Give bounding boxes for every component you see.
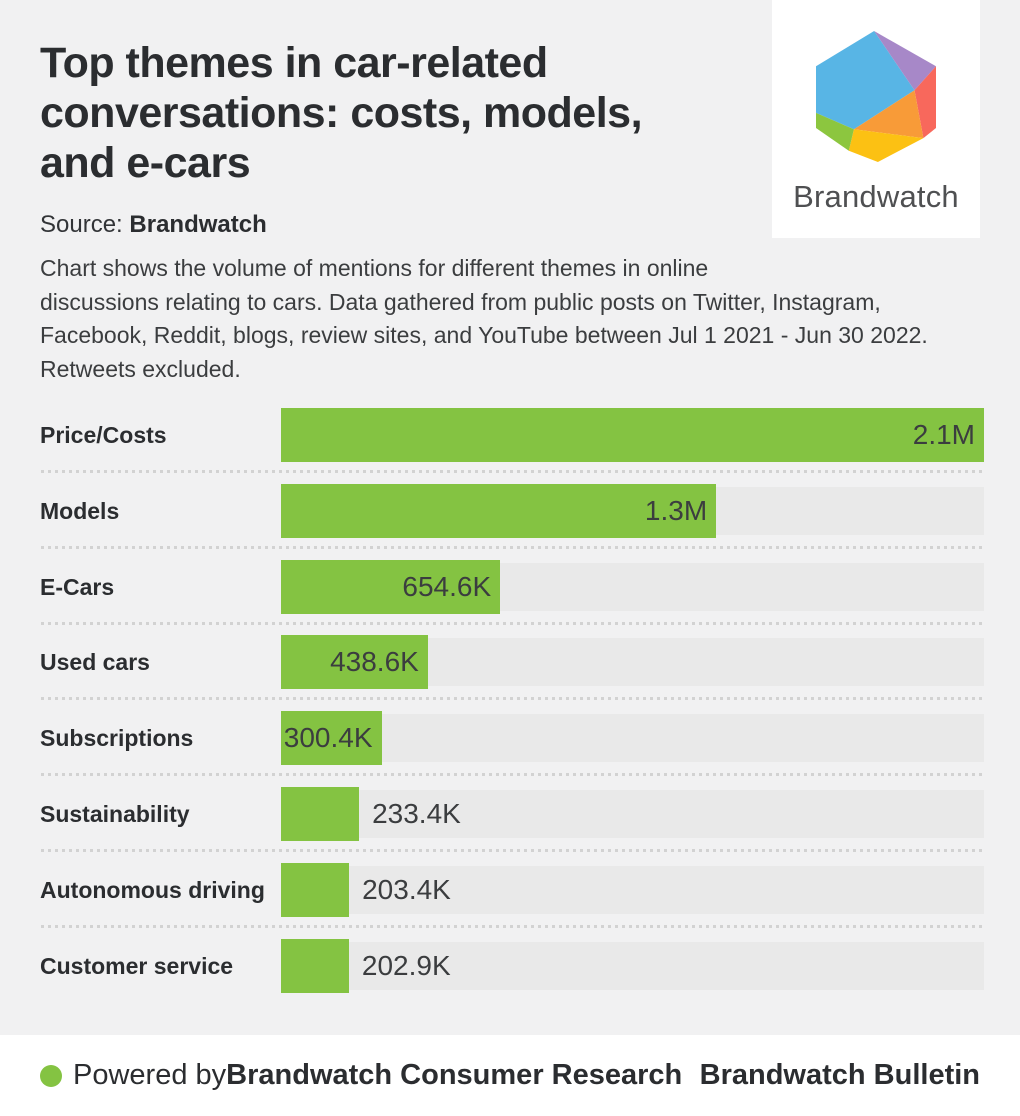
bar-value-label: 2.1M <box>912 419 975 450</box>
theme-row: Customer service 202.9K <box>40 938 984 1015</box>
footer-bar: Powered by Brandwatch Consumer Research … <box>0 1035 1020 1116</box>
bar-area: 2.1M <box>281 408 984 462</box>
bar-value-label: 300.4K <box>283 722 373 754</box>
bar-value-label: 203.4K <box>362 873 451 905</box>
theme-label: Subscriptions <box>40 725 194 752</box>
bulletin-label: Brandwatch Bulletin <box>699 1059 980 1091</box>
bar-track <box>281 714 984 763</box>
bar-area: 654.6K <box>281 559 984 614</box>
bar-track <box>281 941 984 990</box>
theme-row: Sustainability 233.4K <box>40 786 984 863</box>
bar: 2.1M <box>281 408 984 462</box>
theme-label: Sustainability <box>40 800 190 827</box>
bar: 300.4K <box>281 711 382 766</box>
theme-label: Used cars <box>40 649 150 676</box>
bar: 654.6K <box>281 559 501 614</box>
theme-row: E-Cars 654.6K <box>40 559 984 636</box>
bar-value-label: 654.6K <box>402 570 492 602</box>
powered-prefix: Powered by <box>73 1059 227 1091</box>
bar-track <box>281 865 984 914</box>
theme-row: Models 1.3M <box>40 483 984 560</box>
bar-area: 300.4K <box>281 711 984 766</box>
green-dot-icon <box>40 1064 62 1087</box>
theme-row: Autonomous driving 203.4K <box>40 862 984 939</box>
bar <box>281 786 360 841</box>
theme-label: Models <box>40 497 120 524</box>
source-name: Brandwatch <box>129 211 267 238</box>
bar <box>281 938 349 993</box>
bar-value-label: 1.3M <box>644 494 708 526</box>
theme-label: Customer service <box>40 952 234 979</box>
chart-description: Chart shows the volume of mentions for d… <box>40 255 928 382</box>
bar-value-label: 202.9K <box>361 949 451 981</box>
theme-label: Autonomous driving <box>40 876 265 903</box>
bar-area: 438.6K <box>281 635 984 690</box>
theme-row: Used cars 438.6K <box>40 635 984 711</box>
theme-label: E-Cars <box>40 573 115 600</box>
source-prefix: Source: <box>40 211 130 238</box>
bar-area: 233.4K <box>281 786 984 841</box>
bar-area: 1.3M <box>281 483 984 538</box>
bar: 438.6K <box>281 635 428 690</box>
bar <box>281 862 350 917</box>
theme-row: Subscriptions 300.4K <box>40 711 984 787</box>
theme-label: Price/Costs <box>40 422 167 448</box>
brandwatch-hexagon-icon <box>816 31 936 162</box>
brandwatch-wordmark: Brandwatch <box>793 179 959 214</box>
powered-by: Powered by Brandwatch Consumer Research <box>40 1059 682 1092</box>
theme-row: Price/Costs 2.1M <box>40 408 984 484</box>
page-title: Top themes in car-related conversations:… <box>40 39 643 187</box>
source-line: Source: Brandwatch <box>40 211 267 239</box>
bar-area: 203.4K <box>281 862 984 917</box>
bar-area: 202.9K <box>281 938 984 993</box>
bar: 1.3M <box>281 483 717 538</box>
powered-brand: Brandwatch Consumer Research <box>226 1059 683 1091</box>
bar-track <box>281 789 984 838</box>
bar-value-label: 233.4K <box>372 797 461 829</box>
brandwatch-logo-card: Brandwatch <box>772 0 980 238</box>
bar-chart: Price/Costs 2.1M Models 1.3M E-Cars 654.6K Use… <box>40 408 984 1014</box>
bar-value-label: 438.6K <box>330 646 419 678</box>
